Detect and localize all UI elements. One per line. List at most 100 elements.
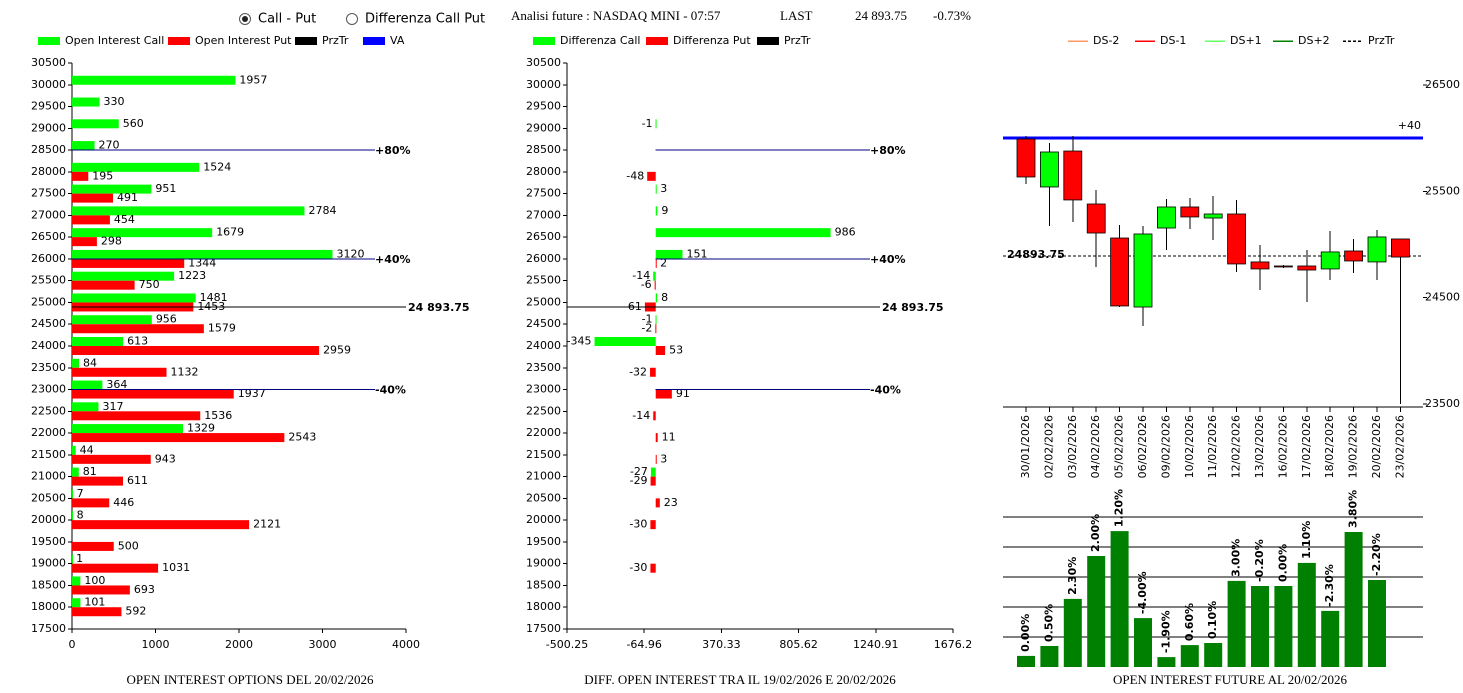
value-label: 1937 (238, 387, 266, 400)
y-tick-label: 29000 (31, 121, 66, 134)
y-tick-label: 25500 (1425, 184, 1460, 197)
value-label: 491 (117, 191, 138, 204)
value-label: 446 (113, 496, 134, 509)
bar (1110, 531, 1129, 667)
value-label: 3 (660, 182, 667, 195)
y-tick-label: 29000 (526, 121, 561, 134)
bar (650, 476, 656, 486)
bar (654, 280, 656, 290)
value-label: 943 (155, 452, 176, 465)
x-tick-label: 05/02/2026 (1113, 415, 1126, 478)
legend-swatch (295, 37, 317, 45)
value-label: 1453 (197, 300, 225, 313)
y-tick-label: 24500 (1425, 291, 1460, 304)
bar (72, 433, 285, 443)
level-label: +40% (870, 253, 906, 266)
y-tick-label: 26500 (1425, 78, 1460, 91)
bar (72, 380, 103, 390)
bar (655, 315, 657, 325)
legend-swatch (38, 37, 60, 45)
value-label: 2 (660, 256, 667, 269)
bar (72, 576, 81, 586)
legend-swatch (757, 37, 779, 45)
last-label: LAST (780, 8, 813, 23)
candle-body (1180, 206, 1200, 218)
y-tick-label: 24000 (526, 339, 561, 352)
y-tick-label: 20000 (526, 513, 561, 526)
value-label: 151 (687, 247, 708, 260)
price-label: 24893.75 (1007, 248, 1065, 261)
value-label: -30 (629, 518, 647, 531)
bar (72, 293, 196, 303)
value-label: 693 (134, 583, 155, 596)
bar (72, 228, 213, 238)
y-tick-label: 25500 (31, 274, 66, 287)
value-label: 592 (125, 605, 146, 618)
header: Call - Put Differenza Call Put Analisi f… (239, 8, 971, 27)
bar-label: -2.30% (1323, 564, 1336, 607)
bar-label: 2.30% (1066, 557, 1079, 595)
bar (72, 249, 333, 259)
radio-differenza[interactable] (346, 13, 358, 25)
y-tick-label: 25500 (526, 274, 561, 287)
legend-label: PrzTr (784, 34, 811, 47)
change: -0.73% (933, 8, 971, 23)
x-tick-label: 19/02/2026 (1347, 415, 1360, 478)
bar (1297, 562, 1316, 667)
y-tick-label: 30000 (31, 78, 66, 91)
bar (72, 184, 152, 194)
bar (655, 184, 657, 194)
last-value: 24 893.75 (855, 8, 907, 23)
y-tick-label: 24000 (31, 339, 66, 352)
candle-body (1227, 213, 1246, 265)
legend-label: Differenza Call (560, 34, 640, 47)
bar (72, 346, 320, 355)
price-label: 24 893.75 (408, 301, 470, 314)
x-tick-label: 1000 (142, 638, 170, 651)
bar (72, 607, 122, 617)
legend-label: VA (390, 34, 405, 47)
bar-label: 3.80% (1347, 490, 1360, 528)
x-tick-label: 02/02/2026 (1042, 415, 1055, 478)
value-label: 1536 (204, 409, 232, 422)
bar (1180, 645, 1199, 667)
x-tick-label: 10/02/2026 (1183, 415, 1196, 478)
x-tick-label: 12/02/2026 (1230, 415, 1243, 478)
bar-label: 0.00% (1019, 614, 1032, 652)
bar (655, 249, 683, 259)
bar (72, 498, 110, 508)
radio-label[interactable]: Differenza Call Put (365, 12, 485, 27)
x-tick-label: 3000 (309, 638, 337, 651)
bar (72, 280, 135, 290)
radio-label[interactable]: Call - Put (258, 12, 316, 27)
bar (1251, 586, 1269, 667)
legend-label: DS-1 (1160, 34, 1186, 47)
candle-body (1157, 206, 1176, 229)
y-tick-label: 21500 (31, 448, 66, 461)
y-tick-label: 18000 (31, 600, 66, 613)
y-tick-label: 23000 (526, 383, 561, 396)
x-tick-label: 4000 (392, 638, 420, 651)
x-tick-label: 13/02/2026 (1253, 415, 1266, 478)
x-tick-label: 11/02/2026 (1206, 415, 1219, 478)
candle-body (1367, 236, 1387, 263)
chart-title: OPEN INTEREST FUTURE AL 20/02/2026 (1113, 672, 1348, 687)
value-label: 1223 (178, 269, 206, 282)
candle-body (1344, 250, 1363, 262)
bar (1227, 580, 1246, 667)
bar (72, 476, 124, 486)
bar (655, 324, 657, 334)
bar (72, 511, 73, 521)
value-label: 100 (84, 574, 105, 587)
value-label: 81 (83, 465, 97, 478)
bar (1087, 556, 1106, 667)
bar-label: -2.20% (1370, 533, 1383, 576)
y-tick-label: 23500 (31, 361, 66, 374)
legend-swatch (363, 37, 385, 45)
chart-title: DIFF. OPEN INTEREST TRA IL 19/02/2026 E … (584, 672, 896, 687)
bar-label: -0.20% (1253, 539, 1266, 582)
legend-label: DS+1 (1230, 34, 1262, 47)
legend-label: Open Interest Put (195, 34, 292, 47)
y-tick-label: 24500 (526, 317, 561, 330)
